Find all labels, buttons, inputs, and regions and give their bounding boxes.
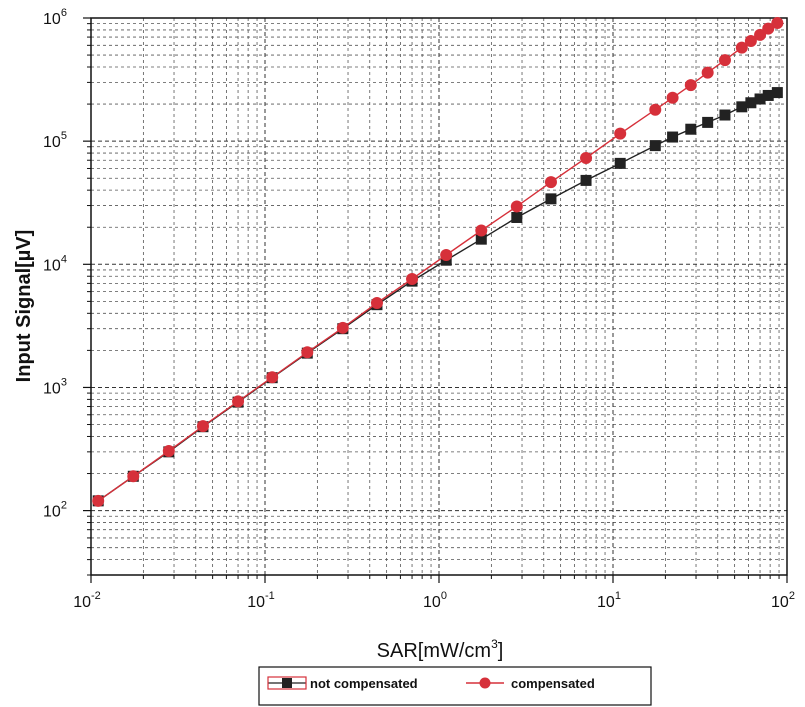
minor-grid	[91, 18, 787, 576]
legend: not compensated compensated	[258, 666, 652, 706]
data-point-not-compensated	[667, 131, 679, 143]
axis-ticks	[83, 17, 788, 583]
series-line-not-compensated	[97, 91, 778, 502]
data-point-compensated	[440, 248, 453, 261]
data-point-not-compensated	[736, 101, 748, 113]
legend-box	[258, 666, 652, 706]
x-tick-base: 10	[247, 594, 265, 611]
data-point-compensated	[684, 79, 697, 92]
x-tick-base: 10	[597, 594, 615, 611]
x-axis-title-superscript: 3	[491, 637, 498, 651]
x-tick-exponent: 2	[789, 590, 795, 602]
data-point-not-compensated	[614, 157, 626, 169]
y-tick-base: 10	[43, 504, 61, 521]
x-tick-label: 102	[771, 590, 795, 611]
data-point-not-compensated	[702, 116, 714, 128]
y-tick-label: 102	[43, 500, 67, 521]
data-point-compensated	[614, 127, 627, 140]
y-tick-label: 105	[43, 130, 67, 151]
y-tick-exponent: 3	[61, 376, 67, 388]
data-point-compensated	[744, 35, 757, 48]
data-point-compensated	[301, 346, 314, 359]
data-point-compensated	[475, 224, 488, 237]
x-tick-exponent: 0	[441, 590, 447, 602]
y-tick-label: 104	[43, 253, 67, 274]
x-tick-label: 10-1	[247, 590, 275, 611]
x-tick-base: 10	[73, 594, 91, 611]
data-point-compensated	[771, 17, 784, 30]
data-point-not-compensated	[754, 93, 766, 105]
legend-line-not-compensated-frame	[267, 676, 307, 690]
x-tick-labels: 10-2 10-1 100 101 102	[73, 590, 795, 611]
y-tick-base: 10	[43, 134, 61, 151]
x-tick-label: 101	[597, 590, 621, 611]
y-tick-base: 10	[43, 380, 61, 397]
x-axis-title: SAR[mW/cm3]	[377, 637, 504, 662]
y-tick-base: 10	[43, 11, 61, 28]
data-point-not-compensated	[685, 123, 697, 135]
legend-label-not-compensated: not compensated	[310, 676, 418, 691]
data-point-compensated	[735, 41, 748, 54]
y-tick-exponent: 2	[61, 500, 67, 512]
data-point-not-compensated	[545, 193, 557, 205]
data-point-compensated	[370, 297, 383, 310]
data-point-compensated	[649, 103, 662, 116]
data-point-compensated	[701, 66, 714, 79]
data-point-not-compensated	[475, 233, 487, 245]
data-point-not-compensated	[511, 211, 523, 223]
x-tick-label: 100	[423, 590, 447, 611]
data-point-compensated	[510, 200, 523, 213]
data-point-compensated	[544, 176, 557, 189]
data-point-compensated	[127, 470, 140, 483]
major-grid	[91, 18, 787, 575]
data-point-compensated	[580, 151, 593, 164]
y-tick-label: 103	[43, 376, 67, 397]
x-tick-exponent: -1	[265, 590, 275, 602]
x-tick-label: 10-2	[73, 590, 101, 611]
y-tick-label: 106	[43, 7, 67, 28]
x-axis-title-end: ]	[498, 640, 504, 662]
data-point-not-compensated	[745, 97, 757, 109]
data-point-compensated	[266, 371, 279, 384]
data-point-not-compensated	[719, 109, 731, 121]
data-point-compensated	[762, 22, 775, 35]
y-axis-title: Input Signal[µV]	[13, 230, 35, 383]
data-point-compensated	[196, 420, 209, 433]
x-axis-title-main: SAR[mW/cm	[377, 640, 491, 662]
x-tick-base: 10	[771, 594, 789, 611]
data-point-not-compensated	[649, 140, 661, 152]
y-tick-base: 10	[43, 257, 61, 274]
data-point-not-compensated	[580, 174, 592, 186]
data-point-compensated	[718, 54, 731, 67]
y-tick-exponent: 6	[61, 7, 67, 19]
y-tick-exponent: 4	[61, 253, 67, 265]
data-point-compensated	[232, 395, 245, 408]
data-point-compensated	[754, 28, 767, 41]
data-point-not-compensated	[762, 89, 774, 101]
x-tick-exponent: -2	[91, 590, 101, 602]
legend-label-compensated: compensated	[511, 676, 595, 691]
series-layer	[92, 17, 784, 507]
data-point-compensated	[92, 494, 105, 507]
data-point-compensated	[406, 272, 419, 285]
x-tick-exponent: 1	[615, 590, 621, 602]
x-tick-base: 10	[423, 594, 441, 611]
data-point-compensated	[666, 91, 679, 104]
y-tick-exponent: 5	[61, 130, 67, 142]
data-point-compensated	[336, 321, 349, 334]
data-point-compensated	[162, 444, 175, 457]
legend-marker-compensated	[479, 677, 491, 689]
legend-marker-not-compensated	[282, 678, 292, 688]
data-point-not-compensated	[771, 87, 783, 99]
